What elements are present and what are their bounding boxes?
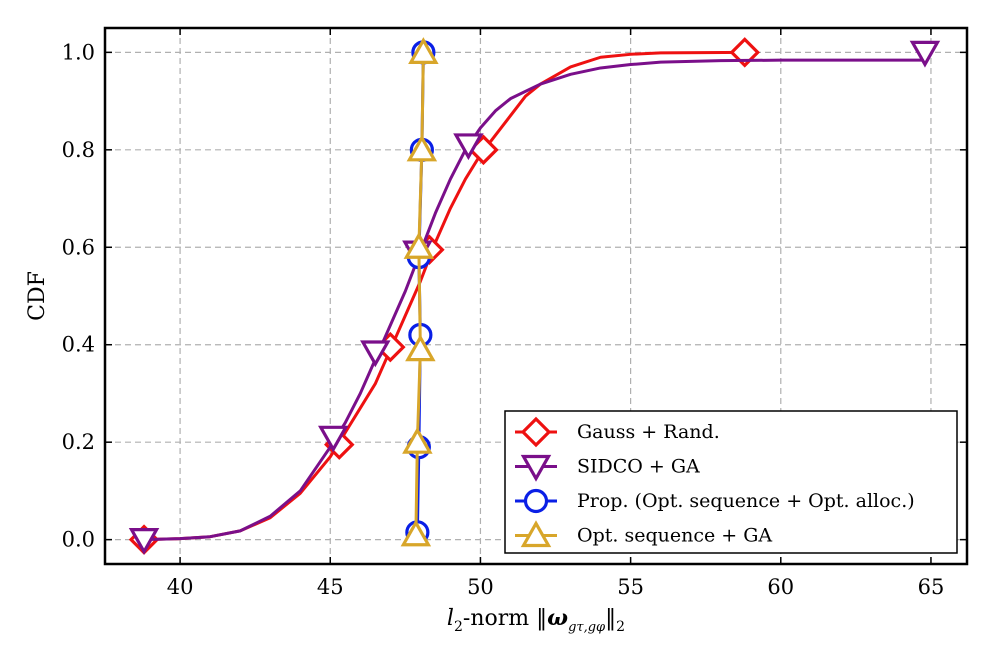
x-tick-label: 40 [167, 575, 194, 599]
x-tick-label: 55 [617, 575, 644, 599]
series-4 [400, 37, 439, 547]
x-axis-title: l2-norm ‖ωgτ,gφ‖2 [447, 605, 625, 635]
x-title-subscript: gτ,gφ [568, 620, 606, 635]
series-marker [406, 134, 438, 162]
series-marker [909, 40, 941, 68]
legend-label: Prop. (Opt. sequence + Opt. alloc.) [577, 490, 915, 512]
legend-entry: SIDCO + GA [515, 454, 700, 482]
series-marker [318, 425, 349, 453]
x-title-norm: -norm [463, 606, 536, 631]
legend-marker [523, 488, 549, 514]
series-marker [360, 340, 391, 368]
legend-label: SIDCO + GA [577, 456, 700, 478]
series-marker [403, 232, 435, 259]
legend-label: Opt. sequence + GA [577, 525, 772, 547]
x-title-bar-open: ‖ [536, 606, 547, 631]
x-title-l: l [447, 606, 454, 631]
legend-entry: Gauss + Rand. [515, 416, 720, 448]
legend-entry: Opt. sequence + GA [515, 520, 772, 548]
y-tick-label: 0.4 [62, 333, 95, 357]
legend-entry: Prop. (Opt. sequence + Opt. alloc.) [515, 488, 915, 514]
legend-marker [520, 520, 552, 548]
plot-frame [103, 26, 969, 566]
x-tick-label: 45 [317, 575, 344, 599]
series-marker [402, 426, 433, 454]
series-layer [128, 37, 941, 555]
y-tick-label: 1.0 [62, 40, 95, 64]
x-tick-label: 50 [467, 575, 494, 599]
y-tick-label: 0.8 [62, 138, 95, 162]
series-line [414, 52, 425, 535]
y-tick-label: 0.2 [62, 430, 95, 454]
legend-box [504, 410, 958, 554]
y-tick-label: 0.6 [62, 235, 95, 259]
series-marker [408, 37, 439, 64]
series-marker [405, 334, 436, 362]
legend-entries: Gauss + Rand. SIDCO + GA Prop. (Opt. seque… [515, 416, 915, 548]
x-title-bar-close: ‖ [605, 606, 616, 631]
x-title-omega: ω [547, 605, 568, 631]
series-marker [453, 133, 484, 161]
legend-marker [520, 454, 552, 482]
x-tick-label: 65 [918, 575, 945, 599]
series-marker [729, 37, 761, 68]
legend: Gauss + Rand. SIDCO + GA Prop. (Opt. seque… [504, 410, 958, 554]
series-line [144, 52, 927, 542]
series-marker [400, 519, 432, 547]
legend-label: Gauss + Rand. [577, 421, 720, 443]
y-axis-title: CDF [25, 271, 50, 321]
legend-marker [520, 416, 552, 448]
x-tick-label: 60 [767, 575, 794, 599]
ticks: 40 45 50 55 60 65 0.0 0.2 0.4 0.6 0.8 1.0 [62, 28, 967, 599]
y-tick-label: 0.0 [62, 528, 95, 552]
series-marker [128, 528, 160, 555]
x-title-sub-tail: 2 [616, 619, 625, 635]
x-title-sub-2: 2 [454, 619, 463, 635]
